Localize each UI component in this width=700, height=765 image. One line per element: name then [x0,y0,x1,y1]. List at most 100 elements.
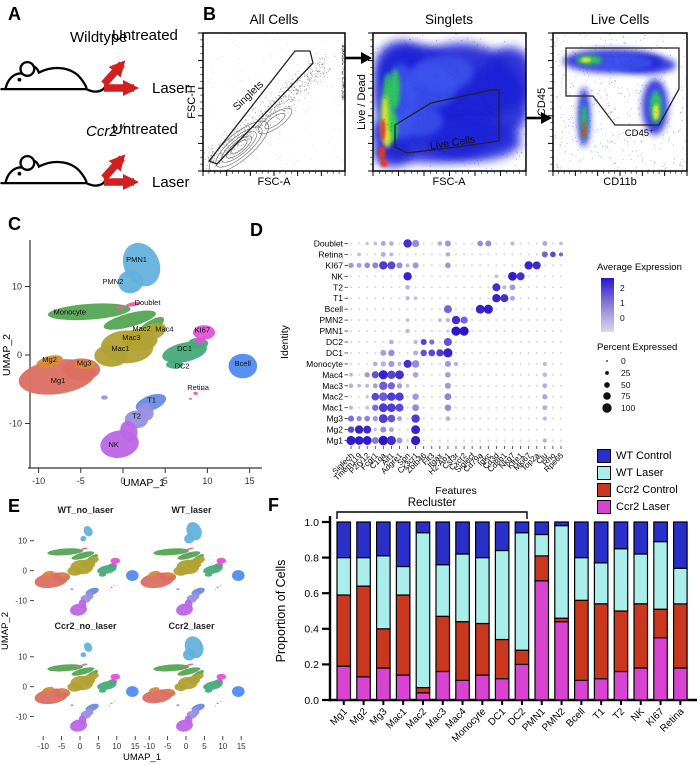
dotplot-dot [511,439,514,442]
scatter-dot [300,85,302,87]
genotype-ccr2-superscript: -/- [119,121,128,131]
dotplot-dot [494,274,499,279]
cluster-blob-Bcell [126,686,139,697]
bar-segment-Ccr2-Control [574,599,589,682]
scatter-dot [276,105,277,107]
dotplot-dot [535,286,538,289]
recluster-annotation: Recluster [408,497,457,509]
dotplot-dot [372,404,379,411]
dotplot-dot [412,404,420,412]
dotplot-dot [463,340,466,344]
dotplot-dot [380,361,386,367]
scatter-dot [311,80,313,82]
bar-segment-WT-Control [653,521,668,543]
scatter-dot [318,66,320,68]
scatter-dot [325,54,327,55]
dotplot-dot [463,362,466,365]
dotplot-dot [372,383,378,389]
scatter-dot [321,63,323,65]
dotplot-dot [349,351,353,354]
scatter-dot [206,167,208,169]
y-tick-label: 0 [23,566,28,575]
bar-segment-Ccr2-Laser [633,667,649,701]
percent-tick-label: 75 [621,391,631,401]
dotplot-dot [487,330,490,333]
bar-segment-WT-Control [375,521,391,557]
percent-size-dot [603,392,611,400]
dotplot-dot [492,293,501,303]
scatter-dot [225,150,227,152]
scatter-dot [276,97,278,99]
scatter-dot [323,66,325,68]
scatter-dot [238,130,240,132]
scatter-dot [218,160,220,161]
dotplot-dot [390,275,393,278]
scatter-dot [226,150,228,152]
panel-d: D DoubletRetinaKI67NKT2T1BcellPMN2PMN1DC… [250,220,682,497]
dotplot-dot [559,275,563,278]
bar-segment-WT-Control [534,521,550,536]
scatter-dot [272,111,274,113]
dotplot-dot [471,362,474,365]
scatter-dot [307,70,309,72]
scatter-dot [223,144,225,146]
bar-segment-WT-Laser [336,556,352,596]
scatter-dot [263,101,265,103]
bar-segment-WT-Control [633,521,649,555]
dotplot-dot [438,406,441,409]
scatter-dot [292,99,294,101]
dotplot-dot [390,286,393,289]
dotplot-dot [542,438,547,443]
dotplot-dot [379,381,388,391]
dotplot-dot [454,297,458,300]
dotplot-dot [463,242,466,245]
dotplot-dot [366,286,369,289]
dotplot-dot [503,362,506,365]
x-tick-label: 10 [218,742,227,751]
bar-segment-Ccr2-Laser [415,692,431,701]
dotplot-dot [463,373,466,376]
dotplot-dot [406,417,409,420]
facet-title: WT_laser [171,505,212,515]
dotplot-dot [503,417,506,420]
scatter-dot [324,59,325,61]
dotplot-dot [527,330,530,333]
dotplot-dot [347,426,355,433]
dotplot-dot [559,308,563,311]
scatter-dot [212,150,213,152]
dotplot-dot [551,275,554,278]
scatter-dot [315,76,317,78]
dotplot-dot [551,297,554,300]
scatter-dot [214,155,216,157]
scatter-dot [308,77,310,79]
dotplot-dot [535,340,538,344]
cluster-blob-T2 [86,591,94,600]
scatter-dot [282,109,284,111]
scatter-dot [284,95,286,97]
scatter-dot [300,92,302,94]
bar-segment-WT-Control [673,521,688,569]
scatter-dot [309,79,311,81]
dotplot-dot [487,275,490,278]
bar-segment-Ccr2-Control [514,649,530,665]
scatter-dot [233,154,235,156]
dotplot-dot [509,284,516,291]
dotplot-dot [463,264,466,267]
scatter-dot [322,72,324,74]
dotplot-dot [503,439,506,442]
scatter-dot [316,67,317,69]
dotplot-dot [471,406,474,409]
dotplot-dot [511,417,514,420]
scatter-dot [252,120,254,122]
cluster-blob-DC [98,689,107,693]
scatter-dot [270,100,272,102]
dotplot-dot [511,319,514,322]
dotplot-dot [463,308,466,311]
cluster-blob-PMN [80,535,87,542]
cluster-label: PMN2 [102,277,123,286]
scatter-dot [318,63,320,65]
dotplot-dot [378,403,388,413]
scatter-dot [254,127,256,129]
scatter-dot [279,95,281,97]
dotplot-dot [446,275,449,278]
